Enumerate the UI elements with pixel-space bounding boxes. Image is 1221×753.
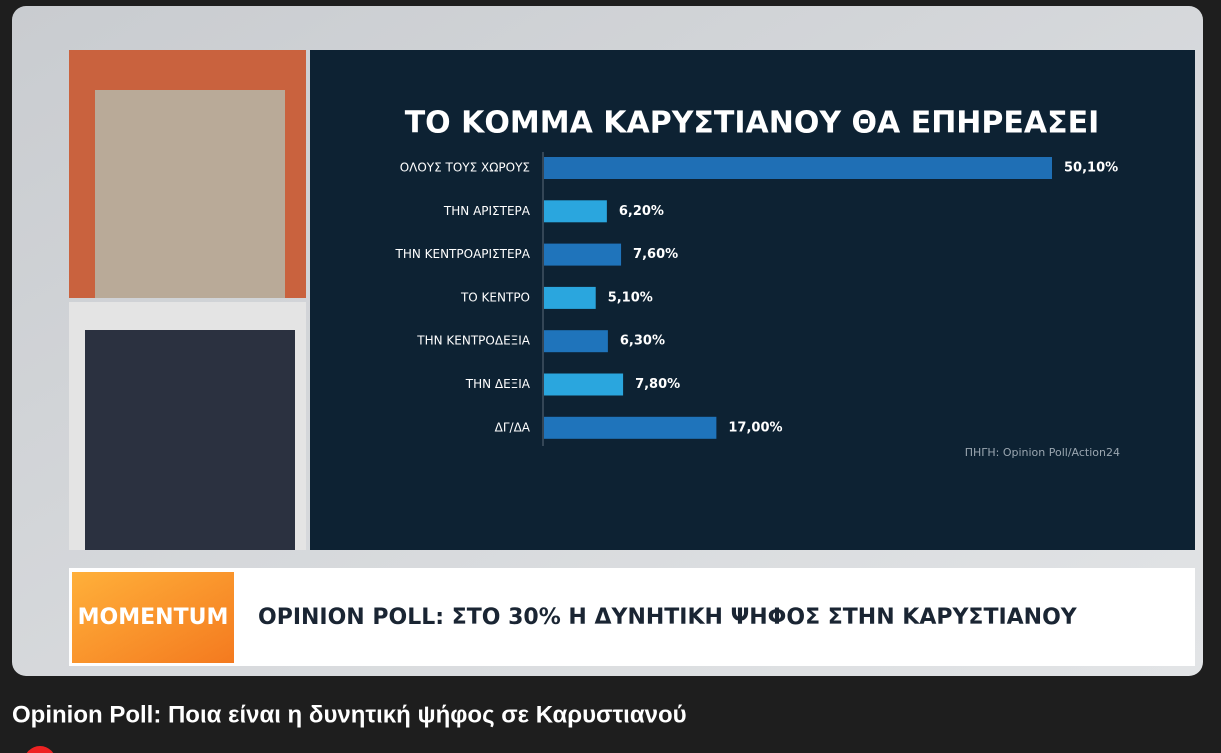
video-title[interactable]: Opinion Poll: Ποια είναι η δυνητική ψήφο… — [12, 701, 687, 728]
category-label: ΤΗΝ ΚΕΝΤΡΟΑΡΙΣΤΕΡΑ — [394, 247, 530, 261]
value-label: 7,60% — [633, 247, 678, 262]
value-label: 50,10% — [1064, 161, 1118, 176]
bar — [544, 157, 1052, 179]
category-label: ΤΗΝ ΑΡΙΣΤΕΡΑ — [443, 204, 531, 218]
category-label: ΤΗΝ ΔΕΞΙΑ — [465, 377, 531, 391]
banner-logo: MOMENTUM — [78, 605, 229, 630]
category-label: ΤΗΝ ΚΕΝΤΡΟΔΕΞΙΑ — [416, 334, 530, 348]
bar — [544, 373, 624, 396]
category-label: ΔΓ/ΔΑ — [495, 420, 531, 434]
guest-figure — [85, 330, 295, 550]
banner-headline: OPINION POLL: ΣΤΟ 30% Η ΔΥΝΗΤΙΚΗ ΨΗΦΟΣ Σ… — [258, 605, 1078, 630]
category-label: ΤΟ ΚΕΝΤΡΟ — [460, 290, 530, 304]
bar — [544, 330, 608, 353]
presenter-figure — [95, 90, 285, 298]
bar — [544, 286, 596, 309]
chart-title: ΤΟ ΚΟΜΜΑ ΚΑΡΥΣΤΙΑΝΟΥ ΘΑ ΕΠΗΡΕΑΣΕΙ — [405, 106, 1100, 141]
value-label: 17,00% — [728, 420, 782, 435]
value-label: 6,20% — [619, 204, 664, 219]
banner — [69, 568, 1195, 666]
category-label: ΟΛΟΥΣ ΤΟΥΣ ΧΩΡΟΥΣ — [400, 161, 530, 175]
bar — [544, 243, 622, 266]
value-label: 5,10% — [608, 290, 653, 305]
banner-logo-box — [72, 572, 234, 663]
chart-panel — [310, 50, 1195, 550]
bar — [544, 416, 717, 439]
channel-icon[interactable] — [24, 746, 56, 753]
value-label: 7,80% — [635, 377, 680, 392]
value-label: 6,30% — [620, 334, 665, 349]
bar — [544, 200, 607, 223]
source: ΠΗΓΗ: Opinion Poll/Action24 — [965, 446, 1120, 459]
